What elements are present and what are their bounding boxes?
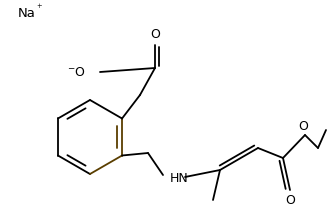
Text: O: O	[150, 28, 160, 42]
Text: $^{+}$: $^{+}$	[36, 3, 43, 13]
Text: Na: Na	[18, 8, 36, 20]
Text: O: O	[298, 121, 308, 133]
Text: HN: HN	[170, 172, 189, 184]
Text: $^{-}$O: $^{-}$O	[67, 65, 86, 79]
Text: O: O	[285, 194, 295, 206]
